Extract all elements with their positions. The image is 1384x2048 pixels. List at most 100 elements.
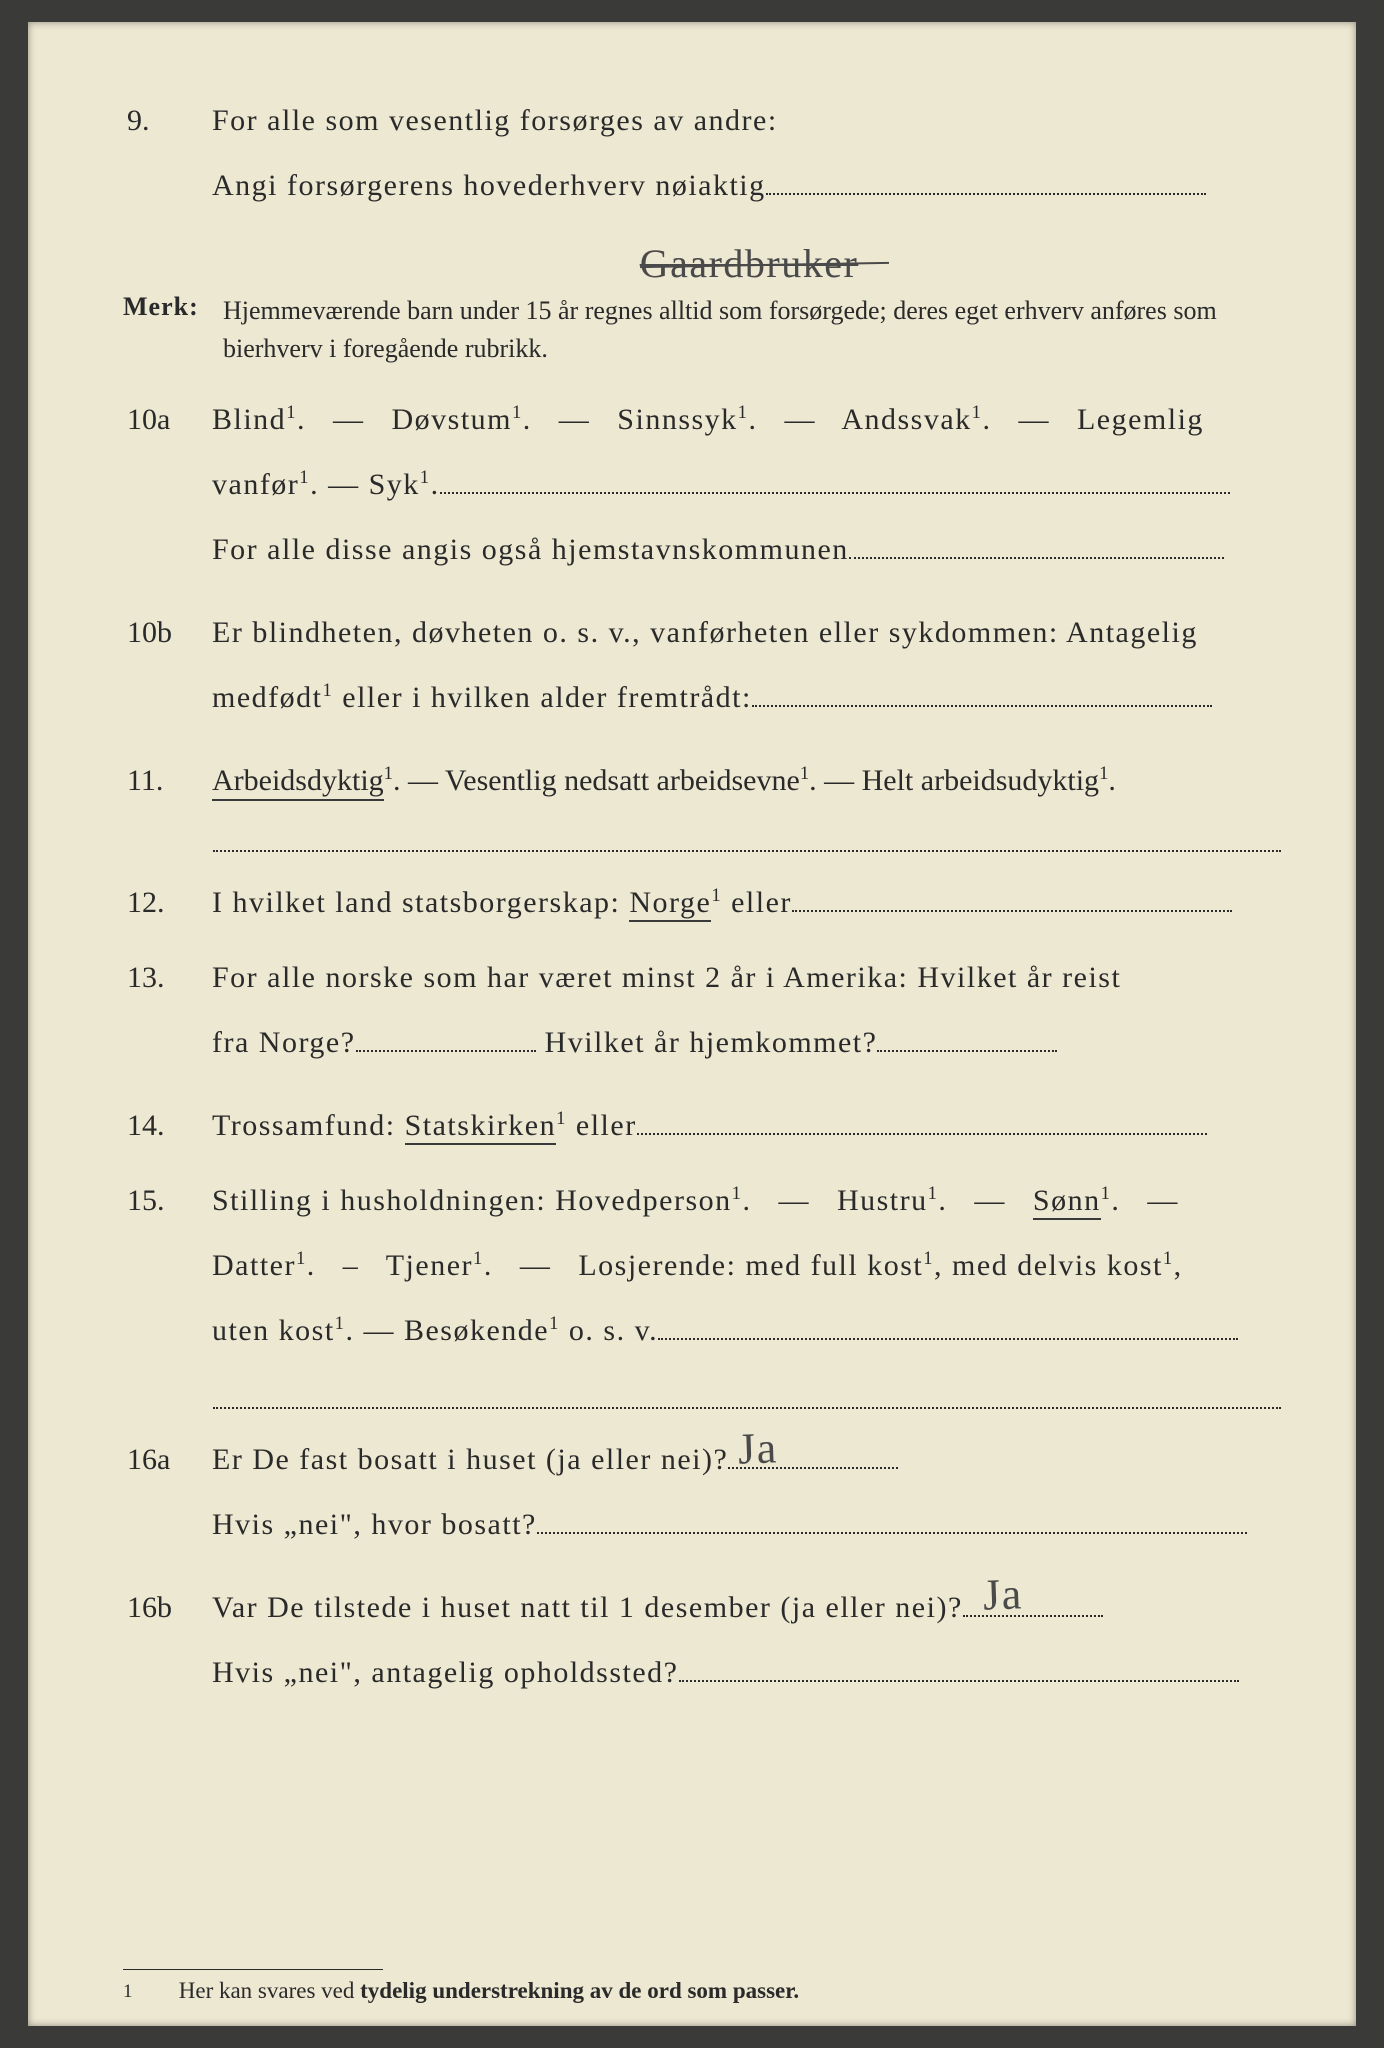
q16b-number: 16b xyxy=(123,1579,212,1636)
sup: 1 xyxy=(296,1248,307,1269)
question-12: 12. I hvilket land statsborgerskap: Norg… xyxy=(123,874,1286,931)
q10a-sinn: Sinnssyk xyxy=(617,403,737,436)
q15-number: 15. xyxy=(123,1172,212,1229)
q10a-number: 10a xyxy=(123,391,212,448)
sup: 1 xyxy=(512,402,523,423)
q16a-question: Er De fast bosatt i huset (ja eller nei)… xyxy=(212,1443,728,1476)
p: . xyxy=(393,764,401,797)
q15-datter: Datter xyxy=(212,1249,296,1282)
q15-body: Stilling i husholdningen: Hovedperson1. … xyxy=(212,1172,1286,1367)
p: . xyxy=(1111,1184,1120,1217)
q15-delvis: , med delvis kost xyxy=(934,1249,1163,1282)
q15-line1: Stilling i husholdningen: Hovedperson1. … xyxy=(212,1172,1286,1229)
question-13: 13. For alle norske som har været minst … xyxy=(123,949,1286,1079)
q12-number: 12. xyxy=(123,874,212,931)
q11-number: 11. xyxy=(123,752,212,809)
q16b-body: Var De tilstede i huset natt til 1 desem… xyxy=(212,1579,1286,1709)
q9-fill-1 xyxy=(766,169,1206,195)
p: . xyxy=(938,1184,947,1217)
merk-text: Hjemmeværende barn under 15 år regnes al… xyxy=(223,292,1286,367)
sup: 1 xyxy=(711,885,722,906)
p: . xyxy=(345,1314,354,1347)
q10a-ands: Andssvak xyxy=(841,403,971,436)
q9-line2: Angi forsørgerens hovederhverv nøiaktig xyxy=(212,157,1286,214)
q15-line3: uten kost1. — Besøkende1 o. s. v. xyxy=(212,1302,1286,1359)
p: . xyxy=(809,764,817,797)
q15-sonn: Sønn xyxy=(1033,1184,1101,1220)
q13-number: 13. xyxy=(123,949,212,1006)
q16a-hvis: Hvis „nei", hvor bosatt? xyxy=(212,1508,537,1541)
q15-besok: Besøkende xyxy=(404,1314,549,1347)
p: . xyxy=(297,403,306,436)
q10a-line3-text: For alle disse angis også hjemstavnskomm… xyxy=(212,533,849,566)
q13-hjem: Hvilket år hjemkommet? xyxy=(545,1026,878,1059)
q14-fill xyxy=(637,1109,1207,1135)
question-10b: 10b Er blindheten, døvheten o. s. v., va… xyxy=(123,604,1286,734)
sep: — xyxy=(775,403,825,436)
sup: 1 xyxy=(556,1108,567,1129)
sep: — xyxy=(824,764,862,797)
q15-hustru: Hustru xyxy=(837,1184,928,1217)
q14-body: Trossamfund: Statskirken1 eller xyxy=(212,1097,1286,1154)
p: . xyxy=(1108,764,1116,797)
sup: 1 xyxy=(420,467,431,488)
question-16a: 16a Er De fast bosatt i huset (ja eller … xyxy=(123,1431,1286,1561)
sep: — xyxy=(1138,1184,1179,1217)
sup: 1 xyxy=(1163,1248,1174,1269)
p: . xyxy=(431,468,440,501)
q10a-dov: Døvstum xyxy=(391,403,512,436)
sup: 1 xyxy=(286,402,297,423)
q12-text: I hvilket land statsborgerskap: xyxy=(212,886,629,919)
sep: — xyxy=(769,1184,819,1217)
q11-helt: Helt arbeidsudyktig xyxy=(862,764,1099,797)
q16b-hvis: Hvis „nei", antagelig opholdssted? xyxy=(212,1656,679,1689)
q10a-vanfor: vanfør xyxy=(212,468,299,501)
sep: — xyxy=(328,468,369,501)
p: . xyxy=(523,403,532,436)
sep: — xyxy=(324,403,374,436)
q16a-number: 16a xyxy=(123,1431,212,1488)
q13-fill2 xyxy=(877,1026,1057,1052)
sup: 1 xyxy=(1101,1183,1112,1204)
merk-note: Merk: Hjemmeværende barn under 15 år reg… xyxy=(123,292,1286,367)
q9-line1: For alle som vesentlig forsørges av andr… xyxy=(212,92,1286,149)
q14-eller: eller xyxy=(576,1109,637,1142)
q10b-line1: Er blindheten, døvheten o. s. v., vanfør… xyxy=(212,604,1286,661)
sup: 1 xyxy=(384,763,393,784)
q12-body: I hvilket land statsborgerskap: Norge1 e… xyxy=(212,874,1286,931)
question-10a: 10a Blind1. — Døvstum1. — Sinnssyk1. — A… xyxy=(123,391,1286,586)
q9-body: For alle som vesentlig forsørges av andr… xyxy=(212,92,1286,274)
sep: — xyxy=(408,764,445,797)
sup: 1 xyxy=(972,402,983,423)
q15-fill xyxy=(658,1314,1238,1340)
merk-label: Merk: xyxy=(123,292,223,322)
sup: 1 xyxy=(1099,763,1108,784)
q10a-blind: Blind xyxy=(212,403,286,436)
sup: 1 xyxy=(299,467,310,488)
sep: — xyxy=(550,403,600,436)
question-14: 14. Trossamfund: Statskirken1 eller xyxy=(123,1097,1286,1154)
q12-fill xyxy=(792,886,1232,912)
question-9: 9. For alle som vesentlig forsørges av a… xyxy=(123,92,1286,274)
q14-text: Trossamfund: xyxy=(212,1109,405,1142)
q10b-number: 10b xyxy=(123,604,212,661)
sup: 1 xyxy=(928,1183,939,1204)
p: . xyxy=(742,1184,751,1217)
q10a-line1: Blind1. — Døvstum1. — Sinnssyk1. — Andss… xyxy=(212,391,1286,448)
q15-losjerende: Losjerende: med full kost xyxy=(578,1249,923,1282)
q10a-line2: vanfør1. — Syk1. xyxy=(212,456,1286,513)
footnote-text-b: tydelig understrekning av de ord som pas… xyxy=(360,1978,799,2003)
q9-handwritten-line: Gaardbruker xyxy=(212,222,1286,266)
sup: 1 xyxy=(549,1313,560,1334)
q12-eller: eller xyxy=(731,886,792,919)
q10a-fill xyxy=(440,468,1230,494)
question-15: 15. Stilling i husholdningen: Hovedperso… xyxy=(123,1172,1286,1367)
footnote-rule xyxy=(123,1969,383,1970)
sep: — xyxy=(965,1184,1015,1217)
q10b-eller: eller i hvilken alder fremtrådt: xyxy=(342,681,752,714)
q10a-legem: Legemlig xyxy=(1077,403,1204,436)
q13-body: For alle norske som har været minst 2 år… xyxy=(212,949,1286,1079)
sup: 1 xyxy=(923,1248,934,1269)
q15-line2: Datter1. – Tjener1. — Losjerende: med fu… xyxy=(212,1237,1286,1294)
p: . xyxy=(310,468,319,501)
